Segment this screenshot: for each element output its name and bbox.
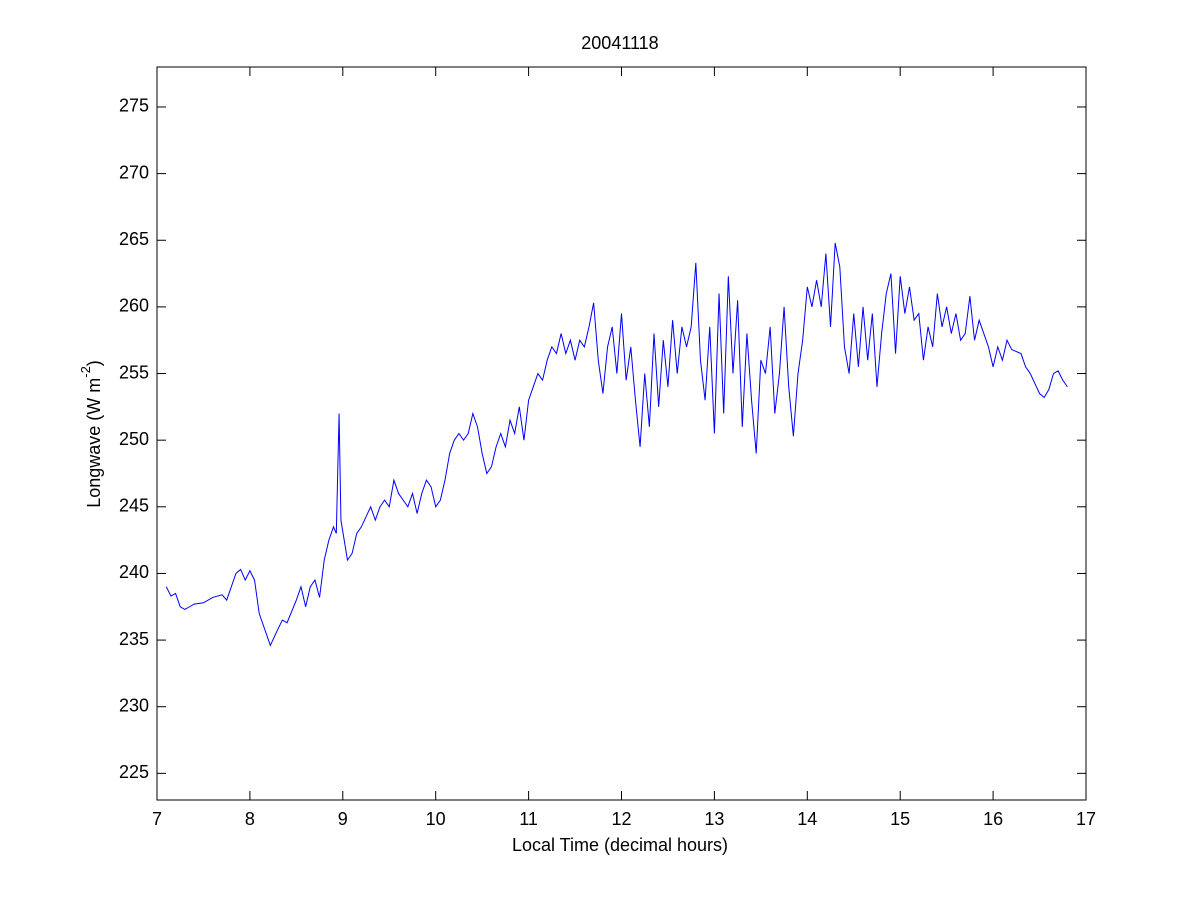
y-tick-label: 240 <box>119 562 149 582</box>
x-axis-label: Local Time (decimal hours) <box>512 835 728 855</box>
y-label-sup: -2 <box>78 366 93 378</box>
x-tick-label: 16 <box>983 809 1003 829</box>
x-tick-label: 15 <box>890 809 910 829</box>
y-tick-label: 250 <box>119 429 149 449</box>
y-tick-label: 260 <box>119 296 149 316</box>
x-tick-label: 17 <box>1076 809 1096 829</box>
y-tick-label: 225 <box>119 762 149 782</box>
x-tick-label: 14 <box>797 809 817 829</box>
y-tick-label: 255 <box>119 362 149 382</box>
y-axis-label: Longwave (W m-2) <box>78 360 103 508</box>
y-tick-label: 270 <box>119 162 149 182</box>
x-tick-label: 11 <box>519 809 538 829</box>
x-tick-label: 13 <box>704 809 724 829</box>
y-tick-label: 245 <box>119 496 149 516</box>
y-tick-label: 265 <box>119 229 149 249</box>
x-tick-label: 8 <box>245 809 255 829</box>
y-tick-label: 235 <box>119 629 149 649</box>
data-line <box>165 242 1068 647</box>
plot-area <box>156 66 1087 801</box>
y-tick-label: 275 <box>119 96 149 116</box>
x-tick-label: 10 <box>426 809 446 829</box>
x-tick-label: 12 <box>611 809 631 829</box>
chart-title: 20041118 <box>581 33 658 53</box>
y-label-end: ) <box>84 360 104 366</box>
x-tick-label: 7 <box>152 809 162 829</box>
y-tick-label: 230 <box>119 695 149 715</box>
y-label-text: Longwave (W m <box>84 378 104 508</box>
x-tick-label: 9 <box>338 809 348 829</box>
